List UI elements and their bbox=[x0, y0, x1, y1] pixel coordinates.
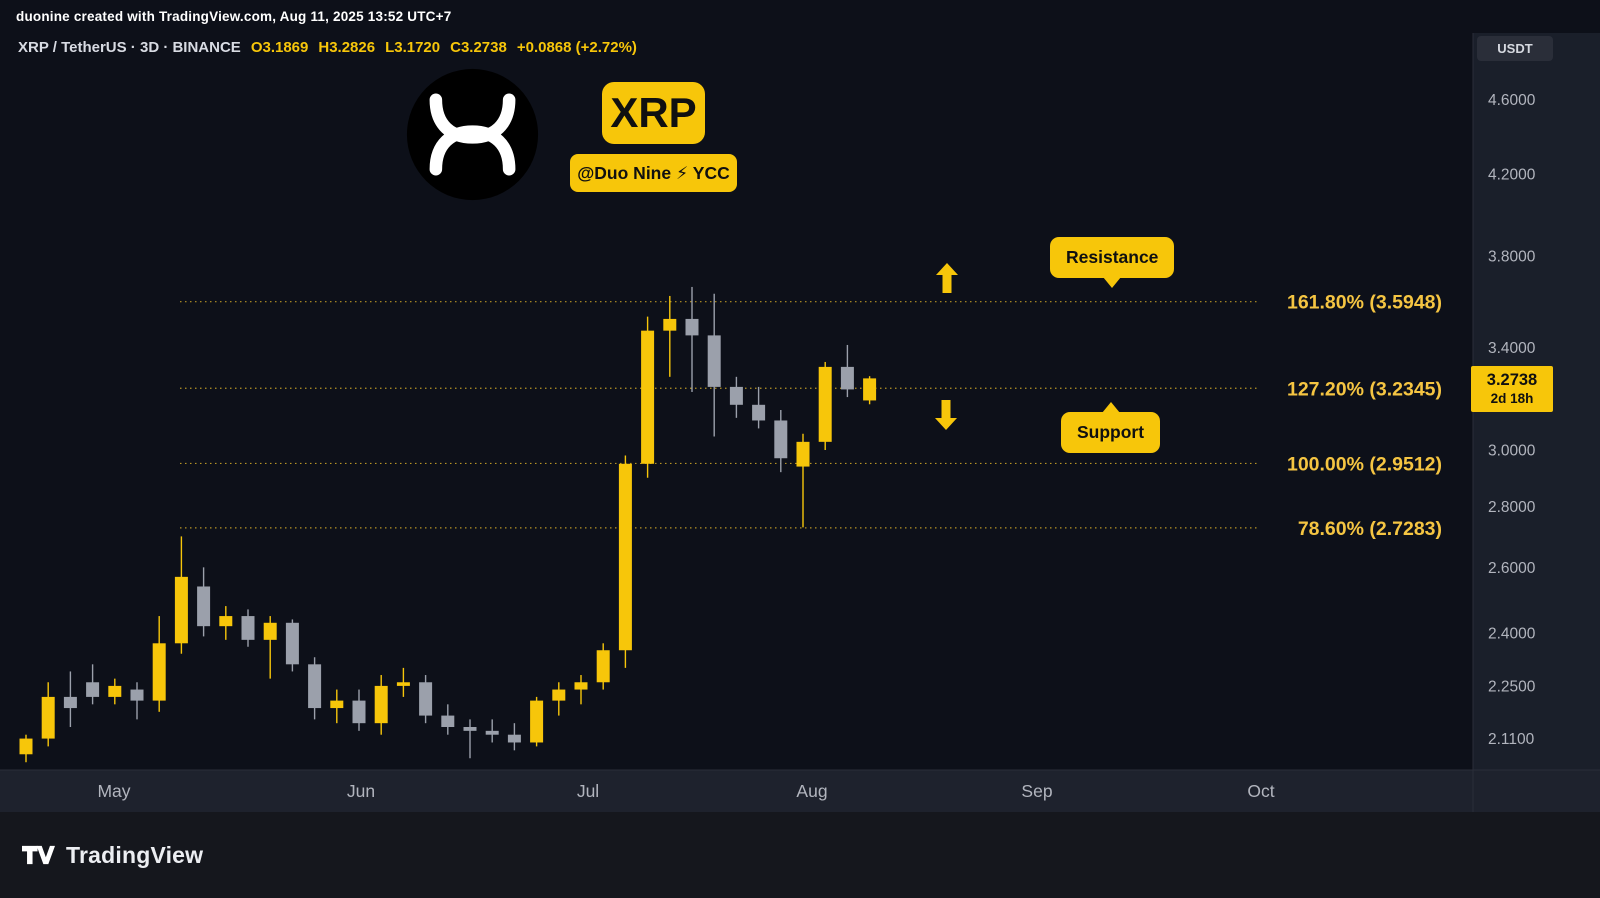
candle[interactable] bbox=[774, 420, 788, 459]
up-arrow-icon bbox=[936, 263, 958, 298]
ohlc-open: O3.1869 bbox=[250, 39, 309, 56]
currency-usdt-badge[interactable]: USDT bbox=[1477, 36, 1553, 61]
candle[interactable] bbox=[796, 441, 810, 467]
price-tick-label: 2.1100 bbox=[1488, 731, 1535, 748]
candle[interactable] bbox=[152, 643, 166, 701]
candle[interactable] bbox=[174, 576, 188, 644]
candle[interactable] bbox=[374, 685, 388, 724]
candle[interactable] bbox=[63, 696, 77, 709]
fib-retracement-layer: 161.80% (3.5948) 127.20% (3.2345) 100.00% … bbox=[180, 292, 1442, 540]
candle[interactable] bbox=[108, 685, 122, 697]
month-tick-label: Aug bbox=[796, 781, 827, 801]
current-price: 3.2738 bbox=[1486, 371, 1538, 389]
candle[interactable] bbox=[396, 682, 410, 686]
fib-label: 78.60% (2.7283) bbox=[1298, 518, 1442, 540]
month-tick-label: Oct bbox=[1247, 781, 1274, 801]
candle[interactable] bbox=[663, 318, 677, 331]
price-tick-label: 2.2500 bbox=[1488, 678, 1536, 695]
bar-countdown: 2d 18h bbox=[1490, 391, 1534, 406]
price-change: +0.0868 (+2.72%) bbox=[516, 39, 637, 56]
fib-label: 127.20% (3.2345) bbox=[1287, 378, 1442, 400]
ohlc-low: L3.1720 bbox=[385, 39, 441, 56]
current-price-badge: 3.2738 2d 18h bbox=[1471, 366, 1553, 412]
time-axis-labels[interactable]: May Jun Jul Aug Sep Oct bbox=[97, 781, 1274, 801]
price-tick-label: 3.0000 bbox=[1488, 443, 1536, 460]
price-tick-label: 2.8000 bbox=[1488, 499, 1536, 516]
ohlc-high: H3.2826 bbox=[318, 39, 376, 56]
symbol-header: XRP / TetherUS · 3D · BINANCE O3.1869 H3… bbox=[18, 39, 637, 56]
candle[interactable] bbox=[330, 700, 344, 709]
candle[interactable] bbox=[419, 682, 433, 716]
month-tick-label: Jul bbox=[577, 781, 599, 801]
price-tick-label: 4.2000 bbox=[1488, 167, 1536, 184]
candle[interactable] bbox=[263, 622, 277, 640]
price-chart-canvas[interactable]: 161.80% (3.5948) 127.20% (3.2345) 100.00% … bbox=[0, 0, 1600, 812]
candle[interactable] bbox=[130, 689, 144, 701]
fib-label: 100.00% (2.9512) bbox=[1287, 453, 1442, 475]
time-axis-panel[interactable] bbox=[0, 770, 1600, 812]
candle[interactable] bbox=[618, 463, 632, 651]
candle[interactable] bbox=[818, 366, 832, 442]
ohlc-close: C3.2738 bbox=[450, 39, 507, 56]
candle[interactable] bbox=[308, 664, 322, 709]
price-tick-label: 3.4000 bbox=[1488, 340, 1536, 357]
attribution-text: duonine created with TradingView.com, Au… bbox=[16, 9, 452, 24]
price-tick-label: 4.6000 bbox=[1488, 92, 1536, 109]
coin-name-badge: XRP bbox=[602, 82, 705, 144]
candle[interactable] bbox=[596, 650, 610, 683]
candle[interactable] bbox=[840, 366, 854, 390]
candle[interactable] bbox=[863, 378, 877, 401]
candle[interactable] bbox=[507, 734, 521, 743]
price-tick-label: 2.4000 bbox=[1488, 625, 1536, 642]
down-arrow-icon bbox=[935, 400, 957, 435]
candle[interactable] bbox=[485, 730, 499, 735]
candle[interactable] bbox=[197, 586, 211, 627]
price-axis-labels[interactable]: 4.6000 4.2000 3.8000 3.4000 3.0000 2.8000 2.60… bbox=[1488, 92, 1536, 748]
tradingview-logo-icon bbox=[22, 842, 55, 868]
candle[interactable] bbox=[41, 696, 55, 739]
candle[interactable] bbox=[685, 318, 699, 336]
candle[interactable] bbox=[729, 386, 743, 405]
candles-series bbox=[19, 286, 877, 763]
candle[interactable] bbox=[241, 616, 255, 640]
candle[interactable] bbox=[530, 700, 544, 743]
candle[interactable] bbox=[574, 682, 588, 690]
month-tick-label: May bbox=[97, 781, 130, 801]
candle[interactable] bbox=[463, 727, 477, 731]
month-tick-label: Sep bbox=[1021, 781, 1052, 801]
author-credit-badge: @Duo Nine ⚡ YCC bbox=[570, 154, 737, 192]
xrp-logo-icon bbox=[405, 67, 540, 202]
candle[interactable] bbox=[707, 335, 721, 387]
fib-label: 161.80% (3.5948) bbox=[1287, 292, 1442, 314]
candle[interactable] bbox=[552, 689, 566, 701]
price-tick-label: 2.6000 bbox=[1488, 560, 1536, 577]
candle[interactable] bbox=[752, 404, 766, 421]
candle[interactable] bbox=[19, 738, 33, 755]
footer-bar: TradingView bbox=[0, 812, 1600, 898]
candle[interactable] bbox=[285, 622, 299, 665]
tradingview-wordmark: TradingView bbox=[66, 841, 204, 868]
candle[interactable] bbox=[352, 700, 366, 724]
symbol-title: XRP / TetherUS · 3D · BINANCE bbox=[18, 39, 241, 56]
price-tick-label: 3.8000 bbox=[1488, 249, 1536, 266]
candle[interactable] bbox=[219, 616, 233, 627]
candle[interactable] bbox=[641, 330, 655, 464]
candle[interactable] bbox=[86, 682, 100, 697]
month-tick-label: Jun bbox=[347, 781, 375, 801]
candle[interactable] bbox=[441, 715, 455, 728]
support-callout: Support bbox=[1061, 402, 1161, 453]
resistance-callout: Resistance bbox=[1050, 237, 1175, 288]
